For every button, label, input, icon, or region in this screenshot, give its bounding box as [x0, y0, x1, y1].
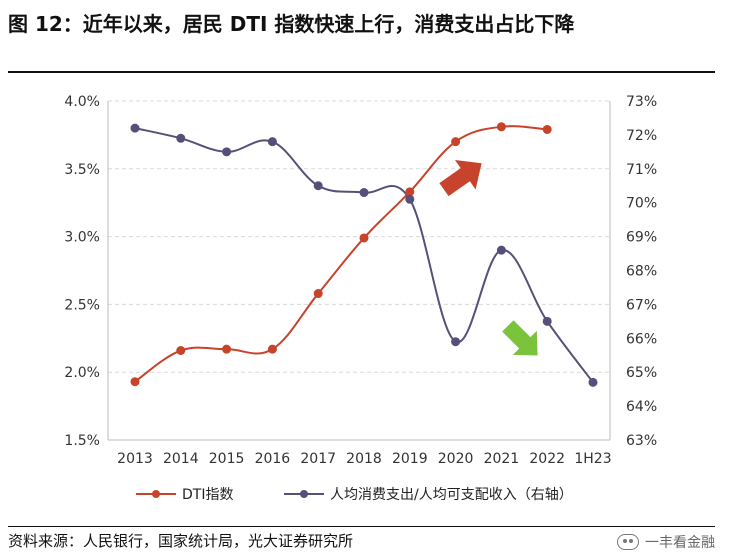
x-tick-label: 2020 — [438, 451, 474, 467]
dti-point — [359, 233, 369, 243]
x-tick-label: 2015 — [209, 451, 245, 467]
source-note: 资料来源：人民银行，国家统计局，光大证券研究所 — [8, 532, 354, 550]
up-arrow-icon — [439, 159, 482, 197]
x-tick-label: 2013 — [117, 451, 153, 467]
y-left-tick-label: 4.0% — [64, 94, 100, 110]
y-right-tick-label: 69% — [626, 230, 657, 246]
y-left-tick-label: 2.5% — [64, 297, 100, 313]
y-right-tick-label: 66% — [626, 331, 657, 347]
dti-point — [451, 137, 461, 147]
y-right-tick-label: 72% — [626, 128, 657, 144]
y-right-tick-label: 71% — [626, 162, 657, 178]
watermark-text: 一丰看金融 — [645, 535, 715, 551]
legend-dti-label: DTI指数 — [182, 487, 233, 503]
bottom-divider — [8, 526, 715, 527]
dti-point — [542, 124, 552, 134]
x-tick-label: 2017 — [300, 451, 336, 467]
grid-lines — [108, 100, 610, 441]
figure-title: 图 12：近年以来，居民 DTI 指数快速上行，消费支出占比下降 — [8, 12, 575, 36]
x-tick-label: 1H23 — [574, 451, 611, 467]
consumption-ratio-point — [176, 133, 186, 143]
x-tick-label: 2014 — [163, 451, 199, 467]
consumption-ratio-point — [542, 316, 552, 326]
y-left-tick-label: 2.0% — [64, 365, 100, 381]
wechat-icon — [617, 534, 639, 550]
dti-point — [496, 122, 506, 132]
x-tick-label: 2016 — [255, 451, 291, 467]
consumption-ratio-point — [588, 377, 598, 387]
consumption-ratio-point — [222, 147, 232, 157]
legend-consumption-marker — [300, 490, 308, 498]
x-tick-label: 2021 — [484, 451, 520, 467]
consumption-ratio-point — [405, 194, 415, 204]
trend-arrows — [439, 159, 538, 356]
y-right-tick-label: 70% — [626, 196, 657, 212]
down-arrow-icon — [502, 320, 538, 356]
dti-point — [267, 344, 277, 354]
consumption-ratio-point — [451, 337, 461, 347]
x-tick-label: 2022 — [529, 451, 565, 467]
y-right-tick-label: 73% — [626, 94, 657, 110]
y-left-tick-label: 3.0% — [64, 230, 100, 246]
dti-point — [222, 344, 232, 354]
y-right-tick-label: 65% — [626, 365, 657, 381]
legend: DTI指数 人均消费支出/人均可支配收入（右轴） — [136, 487, 573, 503]
legend-consumption-label: 人均消费支出/人均可支配收入（右轴） — [330, 487, 573, 503]
x-tick-label: 2019 — [392, 451, 428, 467]
y-right-tick-label: 63% — [626, 433, 657, 449]
up-arrow-shape — [439, 159, 482, 197]
dti-point — [313, 289, 323, 299]
consumption-ratio-point — [267, 137, 277, 147]
dti-line — [134, 125, 548, 383]
y-left-tick-label: 1.5% — [64, 433, 100, 449]
x-tick-label: 2018 — [346, 451, 382, 467]
dti-consumption-chart: 1.5% 2.0% 2.5% 3.0% 3.5% 4.0% 63% 64% 65% 66% 67% 6… — [64, 94, 657, 503]
y-right-tick-label: 67% — [626, 297, 657, 313]
axes: 1.5% 2.0% 2.5% 3.0% 3.5% 4.0% 63% 64% 65% 66% 67% 6… — [64, 94, 657, 467]
dti-point — [405, 187, 415, 197]
consumption-ratio-point — [130, 123, 140, 133]
consumption-ratio-point — [313, 181, 323, 191]
watermark: 一丰看金融 — [617, 532, 715, 552]
dti-point — [130, 377, 140, 387]
y-right-tick-label: 68% — [626, 264, 657, 280]
y-left-tick-label: 3.5% — [64, 162, 100, 178]
legend-dti-marker — [152, 490, 160, 498]
series-layer — [130, 122, 598, 387]
down-arrow-shape — [502, 320, 538, 356]
y-right-tick-label: 64% — [626, 399, 657, 415]
top-divider — [8, 71, 715, 73]
consumption-ratio-point — [359, 188, 369, 198]
consumption-ratio-point — [496, 245, 506, 255]
dti-point — [176, 346, 186, 356]
